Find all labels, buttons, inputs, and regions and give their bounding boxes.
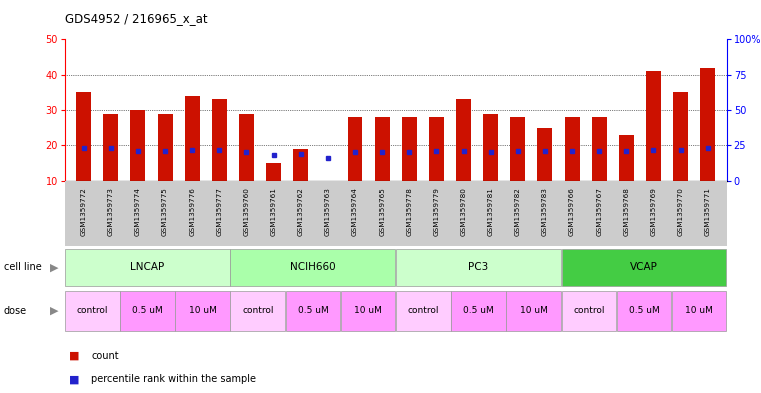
Bar xyxy=(429,117,444,181)
Text: GSM1359778: GSM1359778 xyxy=(406,187,412,236)
Text: 0.5 uM: 0.5 uM xyxy=(132,307,163,315)
Text: GDS4952 / 216965_x_at: GDS4952 / 216965_x_at xyxy=(65,12,207,25)
Text: control: control xyxy=(242,307,273,315)
Bar xyxy=(231,291,285,331)
Text: count: count xyxy=(91,351,119,361)
Bar xyxy=(348,117,362,181)
Bar xyxy=(483,114,498,181)
Text: NCIH660: NCIH660 xyxy=(290,262,336,272)
Bar xyxy=(285,291,340,331)
Bar xyxy=(175,291,230,331)
Text: GSM1359782: GSM1359782 xyxy=(515,187,521,236)
Bar xyxy=(374,117,390,181)
Text: GSM1359768: GSM1359768 xyxy=(623,187,629,236)
Text: cell line: cell line xyxy=(4,262,42,272)
Text: GSM1359771: GSM1359771 xyxy=(705,187,711,236)
Bar xyxy=(619,135,634,181)
Text: LNCAP: LNCAP xyxy=(130,262,164,272)
Text: GSM1359775: GSM1359775 xyxy=(162,187,168,236)
Bar xyxy=(396,249,561,286)
Bar xyxy=(402,117,417,181)
Text: GSM1359781: GSM1359781 xyxy=(488,187,494,236)
Bar xyxy=(293,149,308,181)
Text: GSM1359783: GSM1359783 xyxy=(542,187,548,236)
Text: dose: dose xyxy=(4,306,27,316)
Bar xyxy=(616,291,671,331)
Text: GSM1359780: GSM1359780 xyxy=(460,187,466,236)
Text: ▶: ▶ xyxy=(50,306,59,316)
Bar xyxy=(451,291,506,331)
Text: ■: ■ xyxy=(68,374,79,384)
Text: 0.5 uM: 0.5 uM xyxy=(298,307,328,315)
Bar xyxy=(672,291,727,331)
Text: 10 uM: 10 uM xyxy=(520,307,548,315)
Bar xyxy=(506,291,561,331)
Bar xyxy=(65,291,119,331)
Text: GSM1359763: GSM1359763 xyxy=(325,187,331,236)
Text: GSM1359764: GSM1359764 xyxy=(352,187,358,236)
Bar xyxy=(592,117,607,181)
Bar xyxy=(673,92,688,181)
Text: GSM1359774: GSM1359774 xyxy=(135,187,141,236)
Bar xyxy=(103,114,118,181)
Text: 10 uM: 10 uM xyxy=(354,307,382,315)
Bar xyxy=(231,249,396,286)
Text: PC3: PC3 xyxy=(468,262,489,272)
Bar xyxy=(341,291,396,331)
Bar xyxy=(158,114,173,181)
Bar xyxy=(511,117,525,181)
Text: 10 uM: 10 uM xyxy=(189,307,217,315)
Text: control: control xyxy=(573,307,604,315)
Bar xyxy=(239,114,254,181)
Bar xyxy=(185,96,199,181)
Bar xyxy=(212,99,227,181)
Text: control: control xyxy=(408,307,439,315)
Text: 0.5 uM: 0.5 uM xyxy=(463,307,494,315)
Text: VCAP: VCAP xyxy=(630,262,658,272)
Text: percentile rank within the sample: percentile rank within the sample xyxy=(91,374,256,384)
Text: GSM1359777: GSM1359777 xyxy=(216,187,222,236)
Text: GSM1359769: GSM1359769 xyxy=(651,187,657,236)
Text: GSM1359761: GSM1359761 xyxy=(271,187,276,236)
Text: GSM1359767: GSM1359767 xyxy=(596,187,602,236)
Text: GSM1359766: GSM1359766 xyxy=(569,187,575,236)
Text: GSM1359760: GSM1359760 xyxy=(244,187,250,236)
Text: 10 uM: 10 uM xyxy=(685,307,713,315)
Bar xyxy=(562,291,616,331)
Text: control: control xyxy=(77,307,108,315)
Text: GSM1359765: GSM1359765 xyxy=(379,187,385,236)
Bar xyxy=(130,110,145,181)
Text: ▶: ▶ xyxy=(50,262,59,272)
Bar xyxy=(65,249,230,286)
Text: GSM1359770: GSM1359770 xyxy=(677,187,683,236)
Bar xyxy=(120,291,175,331)
Bar xyxy=(456,99,471,181)
Bar xyxy=(396,291,451,331)
Bar xyxy=(266,163,281,181)
Bar xyxy=(646,71,661,181)
Bar xyxy=(537,128,552,181)
Bar xyxy=(565,117,580,181)
Bar xyxy=(76,92,91,181)
Text: GSM1359762: GSM1359762 xyxy=(298,187,304,236)
Text: GSM1359776: GSM1359776 xyxy=(189,187,196,236)
Text: GSM1359773: GSM1359773 xyxy=(108,187,114,236)
Text: 0.5 uM: 0.5 uM xyxy=(629,307,659,315)
Bar xyxy=(562,249,727,286)
Text: GSM1359779: GSM1359779 xyxy=(434,187,439,236)
Bar xyxy=(700,68,715,181)
Text: ■: ■ xyxy=(68,351,79,361)
Text: GSM1359772: GSM1359772 xyxy=(81,187,87,236)
